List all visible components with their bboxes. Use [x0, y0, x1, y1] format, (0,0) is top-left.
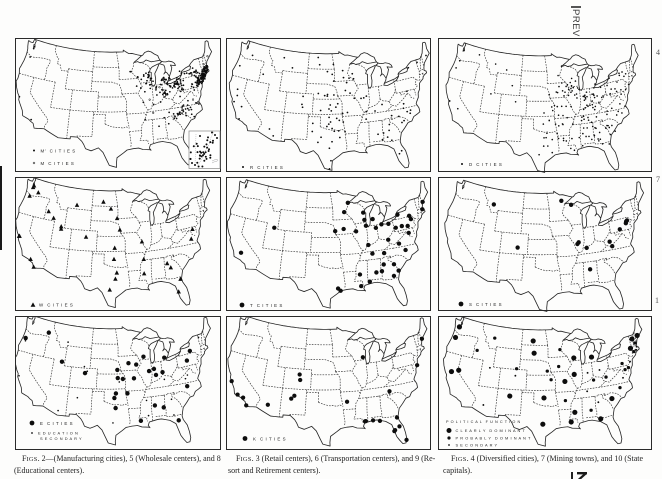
svg-text:P O L I T I C A L F U N C T I: P O L I T I C A L F U N C T I O N: [446, 420, 521, 424]
svg-text:D C I T I E S: D C I T I E S: [469, 162, 502, 167]
svg-text:M C I T I E S: M C I T I E S: [41, 161, 75, 166]
svg-text:P R O B A B L Y D O M I N A N: P R O B A B L Y D O M I N A N T: [455, 436, 530, 441]
svg-text:S E C O N D A R Y: S E C O N D A R Y: [40, 436, 82, 441]
svg-text:E D U C A T I O N: E D U C A T I O N: [38, 431, 78, 436]
svg-text:E C I T I E S: E C I T I E S: [40, 421, 73, 426]
svg-text:R C I T I E S: R C I T I E S: [250, 165, 283, 170]
svg-text:S C I T I E S: S C I T I E S: [469, 302, 502, 307]
svg-text:T C I T I E S: T C I T I E S: [250, 303, 283, 308]
svg-text:M′ C I T I E S: M′ C I T I E S: [41, 148, 76, 153]
svg-text:S E C O N D A R Y: S E C O N D A R Y: [455, 443, 497, 448]
svg-text:C L E A R L Y D O M I N A N T: C L E A R L Y D O M I N A N T: [455, 428, 525, 433]
svg-text:K C I T I E S: K C I T I E S: [253, 437, 286, 442]
svg-text:W C I T I E S: W C I T I E S: [39, 303, 73, 308]
